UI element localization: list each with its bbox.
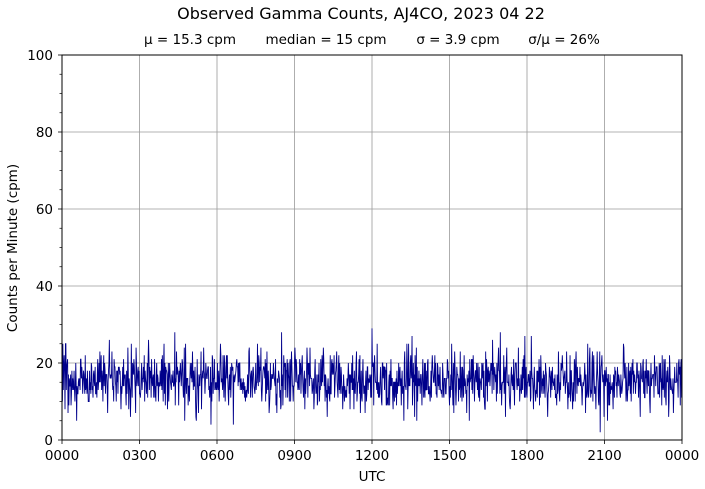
x-tick-label: 0900	[277, 448, 311, 464]
y-tick-label: 40	[36, 279, 53, 295]
x-tick-label: 1200	[355, 448, 389, 464]
x-tick-label: 1800	[510, 448, 544, 464]
x-tick-label: 0000	[45, 448, 79, 464]
x-axis: 0000 0300 0600 0900 1200 1500 1800 2100 0000	[45, 440, 699, 464]
x-tick-label: 0600	[200, 448, 234, 464]
x-tick-label: 2100	[587, 448, 621, 464]
y-tick-label: 100	[27, 48, 53, 64]
x-axis-label: UTC	[359, 469, 386, 485]
y-axis-label: Counts per Minute (cpm)	[5, 164, 21, 332]
stat-sigma: σ = 3.9 cpm	[416, 32, 499, 48]
x-tick-label: 0000	[665, 448, 699, 464]
y-axis: 0 20 40 60 80 100	[27, 48, 62, 449]
y-tick-label: 0	[44, 433, 53, 449]
y-tick-label: 80	[36, 125, 53, 141]
stat-ratio: σ/μ = 26%	[528, 32, 600, 48]
y-tick-label: 60	[36, 202, 53, 218]
x-tick-label: 0300	[122, 448, 156, 464]
stat-mean: μ = 15.3 cpm	[144, 32, 236, 48]
chart-title: Observed Gamma Counts, AJ4CO, 2023 04 22	[177, 4, 545, 23]
series-line	[61, 328, 683, 433]
y-tick-label: 20	[36, 356, 53, 372]
x-tick-label: 1500	[432, 448, 466, 464]
stat-median: median = 15 cpm	[265, 32, 386, 48]
